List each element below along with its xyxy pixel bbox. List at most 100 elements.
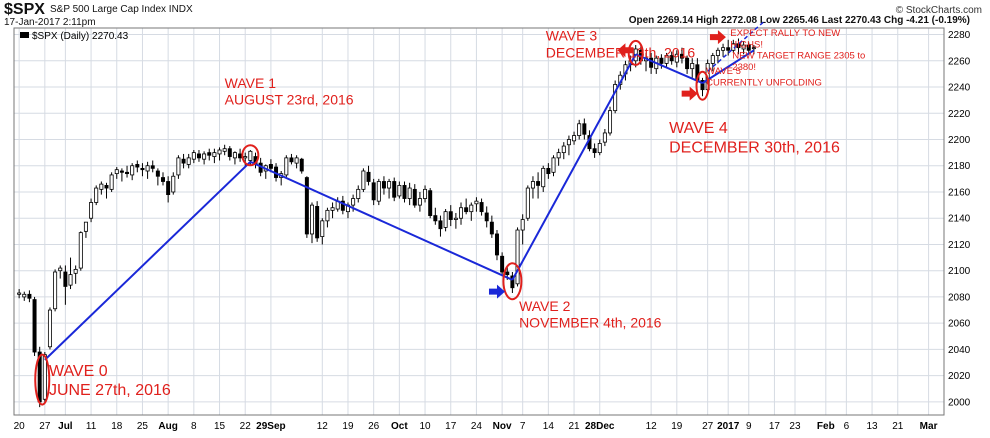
candle-body — [176, 157, 181, 176]
candle-body — [42, 354, 47, 400]
x-tick-label: 10 — [419, 421, 431, 432]
candle-body — [268, 164, 273, 169]
candle-body — [582, 123, 587, 135]
candle-body — [674, 53, 679, 63]
candle-body — [710, 55, 715, 64]
candle-body — [232, 152, 237, 159]
candle-body — [551, 157, 556, 173]
x-tick-label: 29Sep — [256, 421, 285, 432]
wave-label: HIGHS! — [730, 40, 763, 51]
pointer-arrow — [617, 43, 634, 58]
candle-body — [381, 181, 386, 189]
x-tick-label: 25 — [137, 421, 149, 432]
candle-body — [690, 63, 695, 70]
wave-label: AUGUST 23rd, 2016 — [225, 92, 354, 108]
x-tick-label: 24 — [471, 421, 483, 432]
candle-body — [304, 177, 309, 235]
candle-body — [53, 271, 58, 310]
candle-body — [356, 188, 361, 199]
x-tick-label: 9 — [746, 421, 752, 432]
candle-body — [243, 156, 248, 159]
candle-body — [310, 204, 315, 235]
trend-line — [701, 49, 755, 84]
x-tick-label: 8 — [191, 421, 197, 432]
candle-body — [238, 153, 243, 159]
candle-body — [89, 202, 94, 219]
wave-label: EXPECT RALLY TO NEW — [730, 28, 840, 39]
candle-body — [227, 148, 232, 157]
wave-label: CURRENTLY UNFOLDING — [706, 78, 822, 89]
x-tick-label: 22 — [240, 421, 252, 432]
x-tick-label: Nov — [493, 421, 512, 432]
candle-body — [428, 190, 433, 216]
candle-body — [510, 275, 515, 289]
candle-body — [741, 44, 746, 50]
candle-body — [99, 183, 104, 190]
candle-body — [68, 274, 73, 286]
candle-body — [248, 150, 253, 161]
candle-body — [371, 182, 376, 201]
pointer-arrow — [681, 86, 698, 101]
candle-body — [150, 165, 155, 169]
candle-body — [171, 175, 176, 193]
candle-body — [469, 204, 474, 213]
y-tick-label: 2160 — [948, 187, 971, 198]
candle-body — [417, 198, 422, 206]
x-tick-label: 12 — [646, 421, 658, 432]
candle-body — [520, 219, 525, 231]
candle-body — [222, 148, 227, 152]
candle-body — [438, 220, 443, 230]
x-tick-label: 19 — [342, 421, 354, 432]
candle-body — [351, 198, 356, 206]
x-tick-label: 23 — [789, 421, 801, 432]
candle-body — [22, 293, 27, 298]
candle-body — [402, 185, 407, 199]
candle-body — [73, 268, 78, 274]
candle-body — [207, 152, 212, 156]
y-tick-label: 2000 — [948, 397, 971, 408]
candle-body — [212, 152, 217, 157]
credit: © StockCharts.com — [895, 5, 982, 16]
candle-body — [196, 153, 201, 159]
x-tick-label: Aug — [158, 421, 177, 432]
candle-body — [320, 220, 325, 237]
candle-body — [315, 206, 320, 239]
x-tick-label: Jul — [58, 421, 73, 432]
x-tick-label: 15 — [214, 421, 226, 432]
candle-body — [459, 207, 464, 219]
x-tick-label: 21 — [892, 421, 904, 432]
y-tick-label: 2220 — [948, 109, 971, 120]
candle-body — [17, 292, 22, 295]
candle-body — [448, 211, 453, 220]
wave-label: NOVEMBER 4th, 2016 — [519, 315, 662, 331]
wave-label: WAVE 0 — [49, 363, 108, 380]
x-tick-label: Oct — [391, 421, 408, 432]
symbol-title: $SPX — [4, 1, 45, 18]
candle-body — [453, 217, 458, 220]
candle-body — [530, 181, 535, 189]
candle-body — [289, 157, 294, 163]
candle-body — [191, 152, 196, 160]
candle-body — [561, 145, 566, 154]
candle-body — [500, 255, 505, 273]
candle-body — [494, 233, 499, 256]
trend-line — [249, 160, 513, 281]
candle-body — [577, 123, 582, 136]
legend-text: $SPX (Daily) 2270.43 — [32, 31, 129, 42]
x-tick-label: 7 — [520, 421, 526, 432]
wave-label: 2380! — [732, 62, 756, 73]
candle-body — [613, 84, 618, 112]
candle-body — [294, 157, 299, 164]
trend-line — [511, 53, 637, 281]
candle-body — [751, 47, 756, 50]
candle-body — [119, 170, 124, 173]
candle-body — [83, 221, 88, 232]
candle-body — [166, 181, 171, 196]
quote-summary: Open 2269.14 High 2272.08 Low 2265.46 La… — [628, 15, 970, 26]
candle-body — [284, 157, 289, 176]
projection-line — [707, 20, 765, 72]
x-tick-label: 13 — [867, 421, 879, 432]
candle-body — [366, 171, 371, 182]
candle-body — [140, 167, 145, 171]
candle-body — [505, 271, 510, 276]
